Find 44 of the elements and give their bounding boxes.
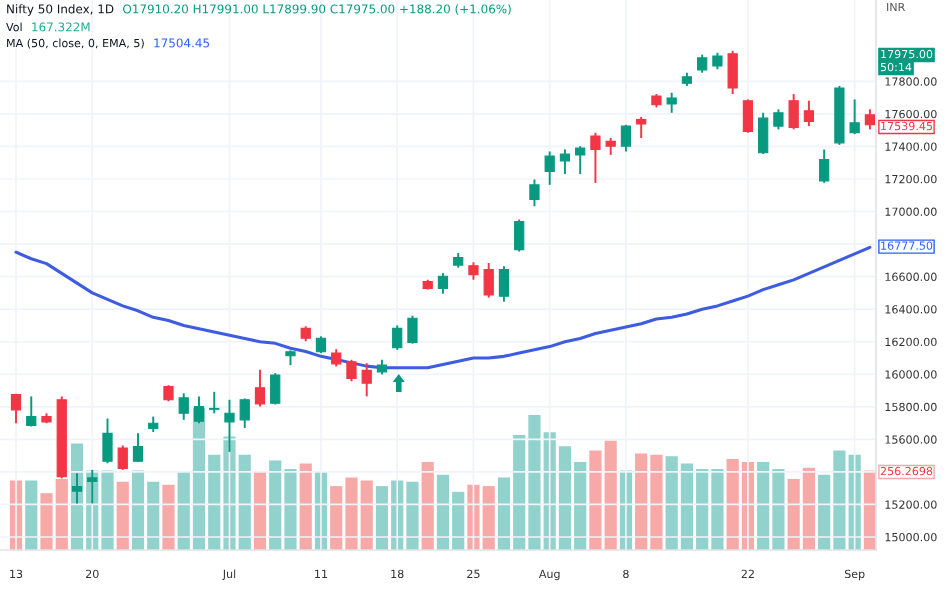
candlestick [71, 472, 83, 505]
candlestick [849, 98, 860, 136]
candlestick [758, 111, 769, 156]
candlestick [514, 218, 525, 253]
bar [299, 463, 312, 550]
bar [253, 471, 267, 550]
candlestick [559, 148, 571, 176]
candlestick [636, 115, 647, 139]
candlestick [575, 145, 586, 176]
candlestick [498, 265, 510, 303]
candlestick [254, 368, 266, 408]
bar [162, 484, 175, 550]
candlestick [209, 390, 220, 415]
candlestick [544, 150, 555, 186]
candlestick [407, 314, 418, 345]
candlestick [10, 392, 22, 425]
candlestick [26, 395, 37, 428]
candlestick [392, 324, 403, 351]
candlestick [742, 98, 754, 134]
candlestick [437, 272, 449, 295]
candlestick [773, 108, 784, 131]
candlestick [590, 131, 601, 184]
candlestick [102, 417, 113, 465]
candlestick [346, 358, 357, 383]
candlestick [727, 49, 738, 96]
candlestick [666, 91, 677, 114]
candlestick [361, 362, 372, 398]
candlestick [620, 123, 632, 153]
candlestick [788, 93, 799, 131]
candlestick [529, 178, 540, 208]
candlestick [270, 372, 281, 406]
candlestick [178, 392, 189, 421]
candlestick [819, 148, 830, 184]
candlestick [193, 395, 205, 425]
candlestick [803, 99, 815, 128]
candlestick [132, 432, 144, 463]
bar [116, 481, 129, 550]
candlestick [697, 53, 708, 74]
candlestick [117, 444, 128, 471]
candlestick [239, 397, 250, 429]
candlestick [483, 261, 494, 299]
bar [25, 480, 38, 550]
bar [421, 461, 434, 550]
line-series [14, 245, 872, 370]
